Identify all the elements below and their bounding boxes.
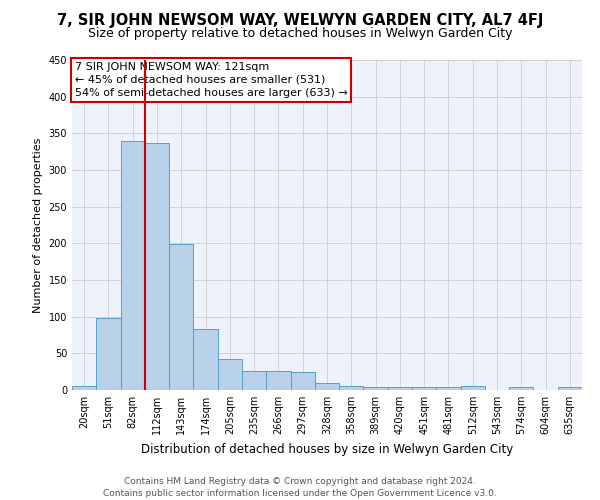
Text: 7 SIR JOHN NEWSOM WAY: 121sqm
← 45% of detached houses are smaller (531)
54% of : 7 SIR JOHN NEWSOM WAY: 121sqm ← 45% of d… [74,62,347,98]
Text: Size of property relative to detached houses in Welwyn Garden City: Size of property relative to detached ho… [88,28,512,40]
Bar [388,387,412,390]
Bar [72,386,96,390]
Bar [96,318,121,390]
Bar [558,387,582,390]
Bar [218,359,242,390]
Bar [242,371,266,390]
Bar [436,387,461,390]
Bar [169,244,193,390]
Bar [145,143,169,390]
Bar [461,386,485,390]
Text: Contains HM Land Registry data © Crown copyright and database right 2024.
Contai: Contains HM Land Registry data © Crown c… [103,476,497,498]
Bar [266,371,290,390]
X-axis label: Distribution of detached houses by size in Welwyn Garden City: Distribution of detached houses by size … [141,442,513,456]
Bar [509,387,533,390]
Y-axis label: Number of detached properties: Number of detached properties [33,138,43,312]
Bar [412,387,436,390]
Bar [290,372,315,390]
Bar [364,387,388,390]
Text: 7, SIR JOHN NEWSOM WAY, WELWYN GARDEN CITY, AL7 4FJ: 7, SIR JOHN NEWSOM WAY, WELWYN GARDEN CI… [57,12,543,28]
Bar [193,329,218,390]
Bar [339,386,364,390]
Bar [315,382,339,390]
Bar [121,140,145,390]
